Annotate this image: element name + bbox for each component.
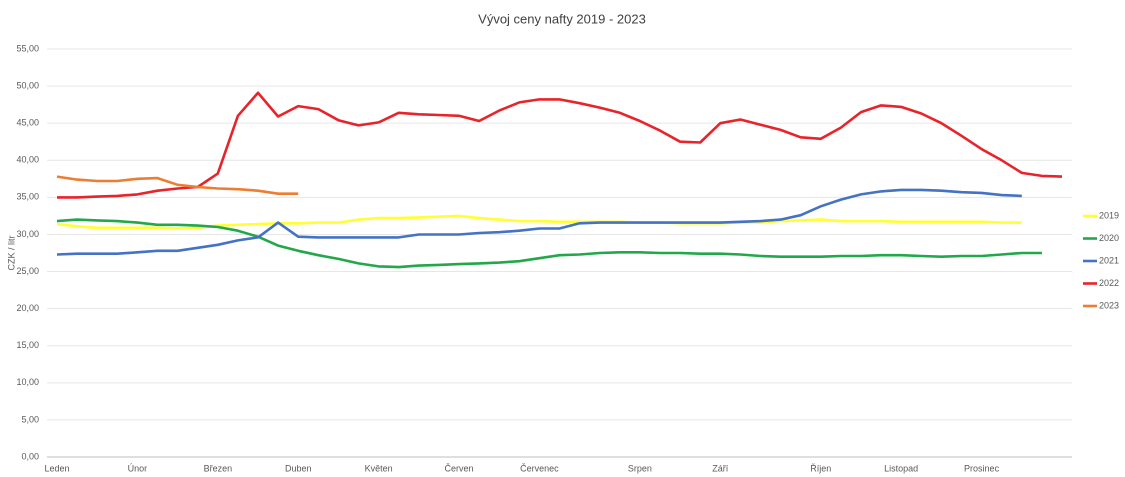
series-line — [56, 214, 1022, 230]
series-line — [57, 91, 1063, 199]
x-tick-label: Červenec — [520, 463, 559, 473]
y-tick-label: 45,00 — [16, 118, 39, 128]
x-tick-label: Duben — [285, 463, 312, 473]
y-tick-label: 15,00 — [16, 340, 39, 350]
y-tick-label: 5,00 — [21, 414, 39, 424]
y-tick-label: 35,00 — [16, 192, 39, 202]
x-tick-label: Únor — [128, 463, 148, 473]
y-tick-label: 20,00 — [16, 303, 39, 313]
x-tick-label: Prosinec — [964, 463, 1000, 473]
series-line — [56, 175, 299, 195]
chart-title: Vývoj ceny nafty 2019 - 2023 — [478, 11, 646, 26]
x-tick-label: Srpen — [628, 463, 652, 473]
legend-label: 2020 — [1099, 233, 1119, 243]
x-tick-label: Září — [712, 463, 729, 473]
x-tick-label: Listopad — [884, 463, 918, 473]
x-tick-label: Březen — [204, 463, 233, 473]
y-tick-label: 0,00 — [21, 451, 39, 461]
x-tick-label: Leden — [45, 463, 70, 473]
legend-label: 2022 — [1099, 278, 1119, 288]
legend-label: 2019 — [1099, 210, 1119, 220]
y-tick-label: 55,00 — [16, 43, 39, 53]
x-tick-label: Květen — [365, 463, 393, 473]
x-tick-label: Červen — [445, 463, 474, 473]
y-axis-title: CZK / litr — [6, 235, 16, 270]
legend-label: 2023 — [1099, 300, 1119, 310]
series-line — [56, 218, 1042, 269]
x-tick-label: Říjen — [810, 463, 831, 473]
y-tick-label: 25,00 — [16, 266, 39, 276]
y-tick-label: 30,00 — [16, 229, 39, 239]
legend-label: 2021 — [1099, 255, 1119, 265]
y-tick-label: 40,00 — [16, 155, 39, 165]
series-line — [56, 188, 1022, 256]
y-tick-label: 50,00 — [16, 80, 39, 90]
y-tick-label: 10,00 — [16, 377, 39, 387]
